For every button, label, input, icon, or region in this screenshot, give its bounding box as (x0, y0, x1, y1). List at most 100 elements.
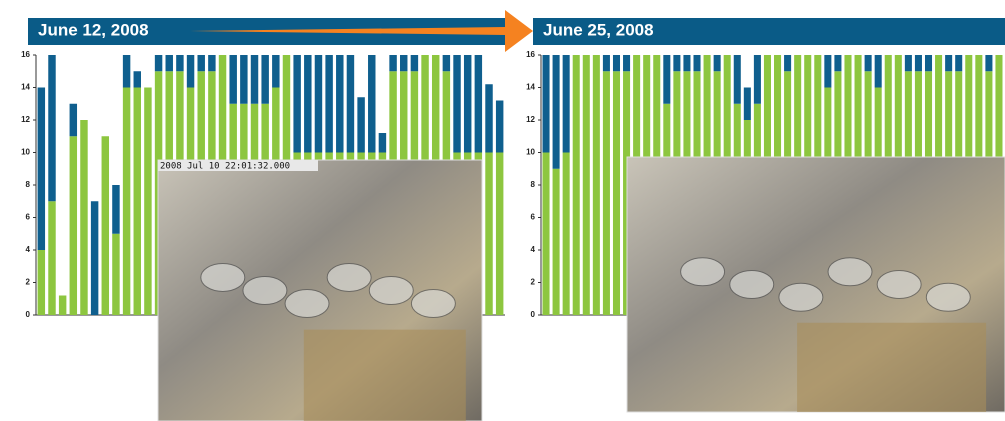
y-tick-label: 6 (26, 213, 31, 222)
bar-segment (336, 55, 343, 153)
chart-title: June 12, 2008 (38, 20, 149, 39)
y-tick-label: 14 (21, 83, 30, 92)
bar-segment (485, 153, 492, 316)
photo-detail (201, 263, 245, 291)
y-tick-label: 10 (21, 148, 30, 157)
photo-detail (877, 271, 921, 299)
bar-segment (784, 55, 791, 71)
bar-segment (48, 201, 55, 315)
photo-caption: 2008 Jul 10 22:01:32.000 (160, 162, 290, 172)
bar-segment (485, 84, 492, 152)
bar-segment (123, 88, 130, 316)
bar-segment (123, 55, 130, 88)
bar-segment (543, 55, 550, 153)
bar-segment (603, 55, 610, 71)
y-tick-label: 12 (526, 115, 535, 124)
bar-segment (315, 55, 322, 153)
bar-segment (272, 55, 279, 88)
arrow (190, 10, 533, 52)
bar-segment (496, 101, 503, 153)
bar-segment (155, 55, 162, 71)
y-tick-label: 2 (26, 278, 31, 287)
bar-segment (443, 55, 450, 71)
bar-segment (603, 71, 610, 315)
bar-segment (197, 55, 204, 71)
bar-segment (208, 55, 215, 71)
bar-segment (543, 153, 550, 316)
y-tick-label: 4 (531, 245, 536, 254)
bar-segment (563, 153, 570, 316)
bar-segment (714, 55, 721, 71)
photo-detail (730, 271, 774, 299)
y-tick-label: 8 (531, 180, 536, 189)
photo-detail (411, 290, 455, 318)
bar-segment (875, 55, 882, 88)
bar-segment (240, 55, 247, 104)
bar-segment (824, 55, 831, 88)
bar-segment (38, 250, 45, 315)
bar-segment (144, 88, 151, 316)
photo-detail (797, 323, 986, 412)
bar-segment (865, 55, 872, 71)
bar-segment (70, 104, 77, 137)
bar-segment (325, 55, 332, 153)
y-tick-label: 0 (26, 310, 31, 319)
bar-segment (48, 55, 55, 201)
y-tick-label: 12 (21, 115, 30, 124)
bar-segment (673, 55, 680, 71)
bar-segment (261, 55, 268, 104)
bar-segment (38, 88, 45, 251)
bar-segment (70, 136, 77, 315)
bar-segment (496, 153, 503, 316)
bar-segment (134, 71, 141, 87)
bar-segment (734, 55, 741, 104)
y-tick-label: 8 (26, 180, 31, 189)
bar-segment (915, 55, 922, 71)
photo-detail (285, 290, 329, 318)
bar-segment (166, 55, 173, 71)
bar-segment (112, 185, 119, 234)
bar-segment (411, 55, 418, 71)
bar-segment (573, 55, 580, 315)
bar-segment (176, 55, 183, 71)
bar-segment (347, 55, 354, 153)
bar-segment (613, 55, 620, 71)
photo-detail (243, 277, 287, 305)
photo-detail (828, 258, 872, 286)
y-tick-label: 16 (21, 50, 30, 59)
bar-segment (985, 55, 992, 71)
bar-segment (754, 55, 761, 104)
bar-segment (453, 55, 460, 153)
y-tick-label: 14 (526, 83, 535, 92)
bar-segment (187, 55, 194, 88)
photo-detail (681, 258, 725, 286)
bar-segment (623, 55, 630, 71)
chart-title: June 25, 2008 (543, 20, 654, 39)
y-tick-label: 10 (526, 148, 535, 157)
bar-segment (379, 133, 386, 153)
bar-segment (229, 55, 236, 104)
y-tick-label: 0 (531, 310, 536, 319)
y-tick-label: 6 (531, 213, 536, 222)
bar-segment (693, 55, 700, 71)
bar-segment (683, 55, 690, 71)
bar-segment (613, 71, 620, 315)
bar-segment (102, 136, 109, 315)
bar-segment (251, 55, 258, 104)
bar-segment (293, 55, 300, 153)
bar-segment (357, 97, 364, 152)
bar-segment (368, 55, 375, 153)
y-tick-label: 4 (26, 245, 31, 254)
photo-detail (304, 330, 466, 421)
bar-segment (553, 169, 560, 315)
bar-segment (304, 55, 311, 153)
photo-detail (369, 277, 413, 305)
bar-segment (134, 88, 141, 316)
bar-segment (925, 55, 932, 71)
bar-segment (663, 55, 670, 104)
bar-segment (905, 55, 912, 71)
page: June 12, 2008 0 2 4 6 8 10 12 14 16 2008 Jul 10 22… (0, 0, 1005, 421)
bar-segment (955, 55, 962, 71)
bar-segment (834, 55, 841, 71)
y-tick-label: 2 (531, 278, 536, 287)
